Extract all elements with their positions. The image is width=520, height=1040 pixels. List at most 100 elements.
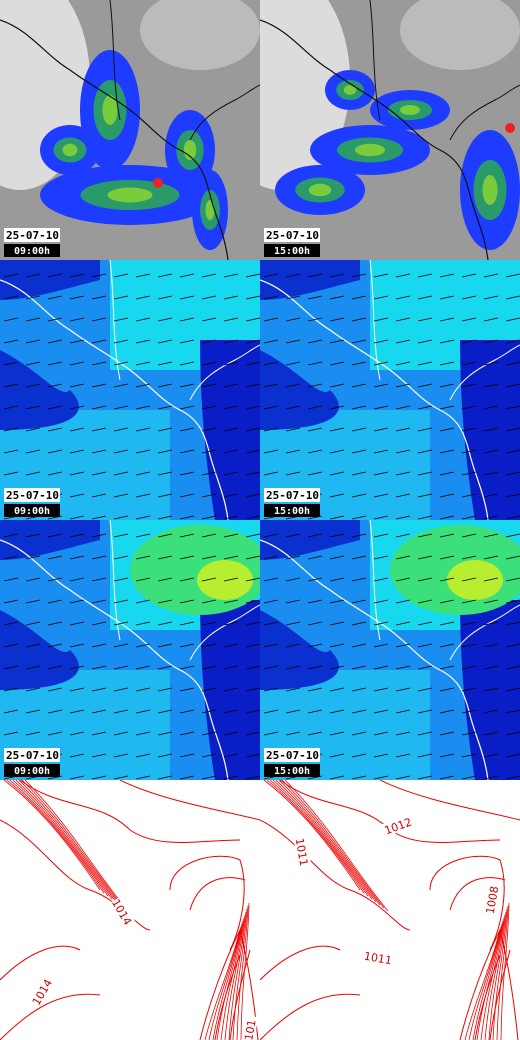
wind-arrow (201, 577, 217, 582)
wind-arrow (157, 493, 173, 498)
wind-arrow (439, 427, 455, 432)
region (260, 260, 360, 300)
wind-arrow (395, 515, 411, 520)
wind-arrow (505, 273, 520, 278)
wind-arrow (351, 295, 367, 300)
wind-arrow (351, 449, 367, 454)
wind-arrow (179, 555, 195, 560)
wind-arrow (285, 533, 301, 538)
wind-arrow (25, 361, 41, 366)
wind-arrow (351, 621, 367, 626)
wind-arrow (395, 643, 411, 648)
wind-arrow (91, 405, 107, 410)
wind-arrow (351, 665, 367, 670)
wind-arrow (113, 665, 129, 670)
wind-arrow (25, 471, 41, 476)
wind-arrow (113, 493, 129, 498)
wind-panel-clip (0, 260, 260, 520)
wind-arrow (3, 533, 19, 538)
wind-arrow (329, 555, 345, 560)
wind-arrow (395, 361, 411, 366)
panel-label: 25-07-10 09:00h (4, 228, 60, 257)
wind-arrow (505, 775, 520, 780)
isobar (281, 780, 385, 909)
wind-arrow (91, 493, 107, 498)
wind-arrow (439, 555, 455, 560)
wind-arrow (47, 643, 63, 648)
wind-arrow (351, 405, 367, 410)
wind-arrow (245, 731, 260, 736)
wind-arrow (373, 665, 389, 670)
wind-arrow (373, 775, 389, 780)
wind-arrow (395, 577, 411, 582)
wind-arrow (505, 533, 520, 538)
wind-arrow (483, 515, 499, 520)
wind-arrow (417, 383, 433, 388)
cloud (140, 0, 260, 70)
contour-label-bg (382, 814, 414, 837)
wind-arrow (157, 295, 173, 300)
wind-arrow (201, 449, 217, 454)
contour-label-group: 1011 (293, 836, 312, 867)
wind-arrow (3, 665, 19, 670)
wind-arrow (91, 471, 107, 476)
wind-arrow (395, 621, 411, 626)
wind-arrow (3, 273, 19, 278)
wind-arrow (329, 643, 345, 648)
wind-arrow (483, 621, 499, 626)
wind-arrow (91, 533, 107, 538)
wind-arrow (25, 339, 41, 344)
isobar (12, 780, 113, 900)
wind-arrow (461, 405, 477, 410)
wind-arrow (505, 731, 520, 736)
wind-arrow (245, 665, 260, 670)
wind-arrow (179, 515, 195, 520)
wind-arrow (135, 533, 151, 538)
wind-arrow (505, 361, 520, 366)
wind-arrow (69, 383, 85, 388)
wind-arrow (157, 427, 173, 432)
wind-arrow (439, 621, 455, 626)
cloud (400, 0, 520, 70)
wind-arrow (351, 273, 367, 278)
wind-arrow (135, 731, 151, 736)
wind-arrow (69, 775, 85, 780)
wind-arrow (329, 775, 345, 780)
wind-arrow (307, 643, 323, 648)
wind-arrow (223, 599, 239, 604)
wind-arrow (25, 731, 41, 736)
wind-arrow (25, 427, 41, 432)
wind-arrow (91, 317, 107, 322)
contour-label: 1011 (293, 837, 311, 867)
wind-arrow (223, 427, 239, 432)
wind-arrow (157, 775, 173, 780)
wind-arrow (329, 599, 345, 604)
wind-arrow (135, 361, 151, 366)
wind-arrow (25, 383, 41, 388)
wind-arrow (439, 493, 455, 498)
wind-arrow (307, 555, 323, 560)
date-label: 25-07-10 (266, 229, 319, 242)
wind-arrow (307, 709, 323, 714)
wind-arrow (329, 471, 345, 476)
panel-label: 25-07-10 15:00h (264, 748, 320, 777)
wind-arrow (483, 295, 499, 300)
isobar (240, 902, 250, 1040)
wind-arrow (263, 449, 279, 454)
isobar (21, 780, 125, 909)
contour-label-group: 101 (240, 1014, 259, 1040)
wind-arrow (245, 515, 260, 520)
wind-arrow (245, 687, 260, 692)
rain (205, 200, 215, 220)
wind-arrow (373, 427, 389, 432)
wind-arrow (91, 753, 107, 758)
wind-arrow (483, 449, 499, 454)
wind-arrow (417, 753, 433, 758)
wind-arrow (91, 709, 107, 714)
wind-arrow (329, 405, 345, 410)
wind-arrow (417, 493, 433, 498)
wind-arrow (25, 405, 41, 410)
isobar (232, 908, 248, 1040)
wind-arrow (179, 533, 195, 538)
